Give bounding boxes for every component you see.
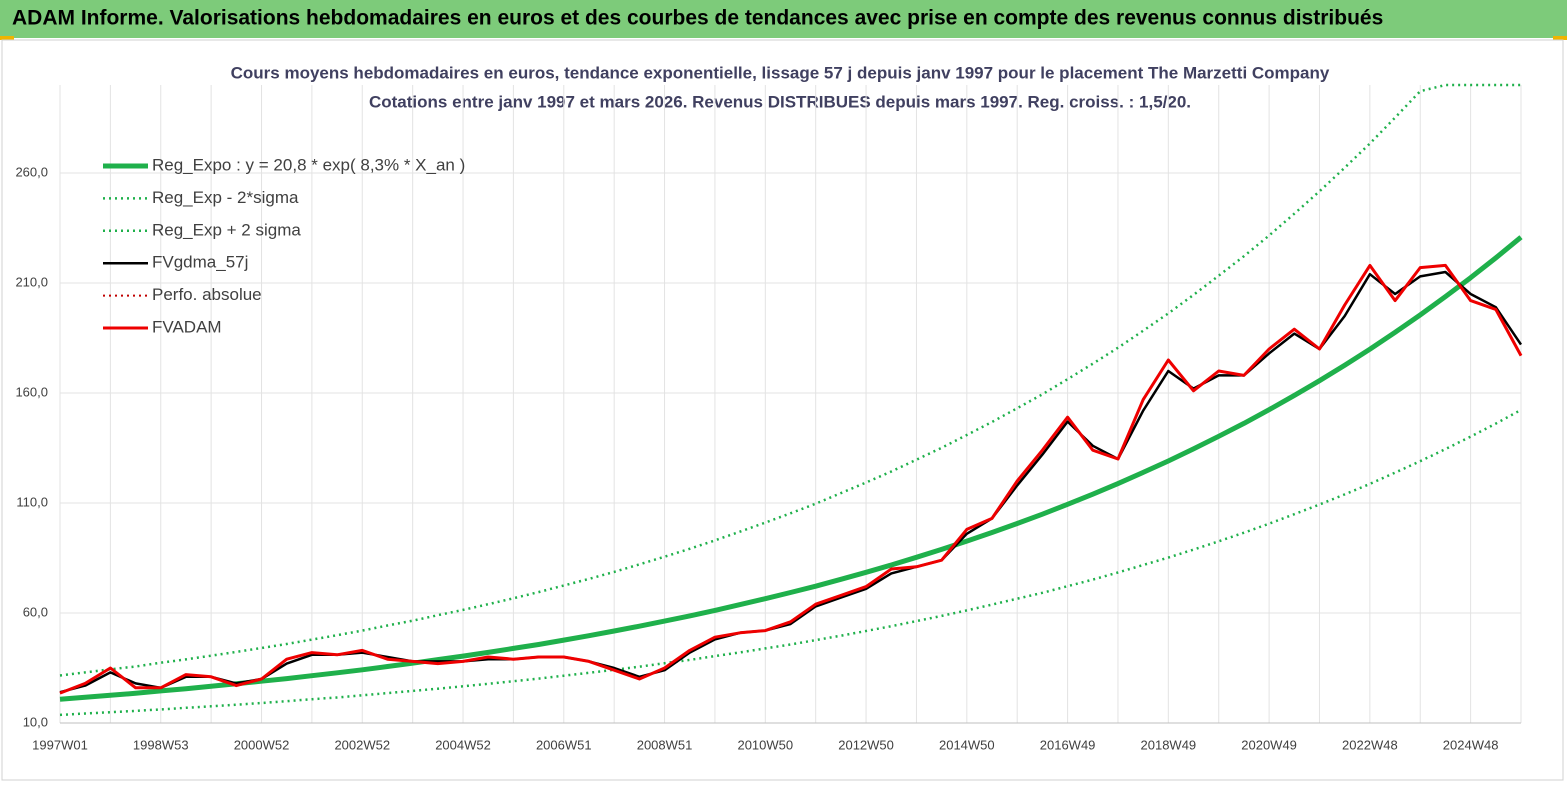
y-tick-label: 260,0 (15, 164, 48, 179)
legend-label: Perfo. absolue (152, 285, 262, 304)
y-tick-label: 160,0 (15, 384, 48, 399)
header-title: ADAM Informe. Valorisations hebdomadaire… (12, 7, 1383, 30)
header-bar (0, 0, 1567, 38)
y-tick-label: 60,0 (23, 604, 48, 619)
series-line (59, 270, 1523, 694)
x-tick-label: 2008W51 (637, 737, 693, 752)
legend-label: Reg_Exp - 2*sigma (152, 188, 299, 207)
corner-mark (0, 36, 14, 40)
chart-title: Cours moyens hebdomadaires en euros, ten… (231, 63, 1330, 82)
series-line (59, 263, 1523, 695)
x-tick-label: 2016W49 (1040, 737, 1096, 752)
series-line (59, 235, 1523, 702)
legend-label: FVgdma_57j (152, 253, 248, 272)
y-tick-label: 10,0 (23, 714, 48, 729)
legend-label: Reg_Exp + 2 sigma (152, 220, 301, 239)
x-tick-label: 2014W50 (939, 737, 995, 752)
x-tick-label: 1998W53 (133, 737, 189, 752)
x-tick-label: 1997W01 (32, 737, 88, 752)
corner-mark (1553, 36, 1567, 40)
y-tick-label: 110,0 (16, 494, 48, 509)
x-tick-label: 2002W52 (334, 737, 390, 752)
legend-label: Reg_Expo : y = 20,8 * exp( 8,3% * X_an ) (152, 155, 465, 174)
x-tick-label: 2010W50 (737, 737, 793, 752)
series-line (59, 408, 1522, 717)
x-tick-label: 2018W49 (1141, 737, 1197, 752)
y-tick-label: 210,0 (15, 274, 48, 289)
x-tick-label: 2006W51 (536, 737, 592, 752)
x-tick-label: 2000W52 (234, 737, 290, 752)
x-tick-label: 2012W50 (838, 737, 894, 752)
grid: 10,0 60,0 110,0 160,0 210,0 260,0 1997W01 1998W… (15, 85, 1522, 752)
x-tick-label: 2024W48 (1443, 737, 1499, 752)
x-tick-label: 2004W52 (435, 737, 491, 752)
series-line (59, 83, 1521, 677)
chart-subtitle: Cotations entre janv 1997 et mars 2026. … (369, 92, 1191, 111)
chart-frame (1, 39, 1564, 781)
plot (59, 83, 1523, 717)
x-tick-label: 2020W49 (1241, 737, 1297, 752)
legend: Reg_Expo : y = 20,8 * exp( 8,3% * X_an )… (103, 155, 465, 336)
legend-label: FVADAM (152, 317, 222, 336)
x-tick-label: 2022W48 (1342, 737, 1398, 752)
